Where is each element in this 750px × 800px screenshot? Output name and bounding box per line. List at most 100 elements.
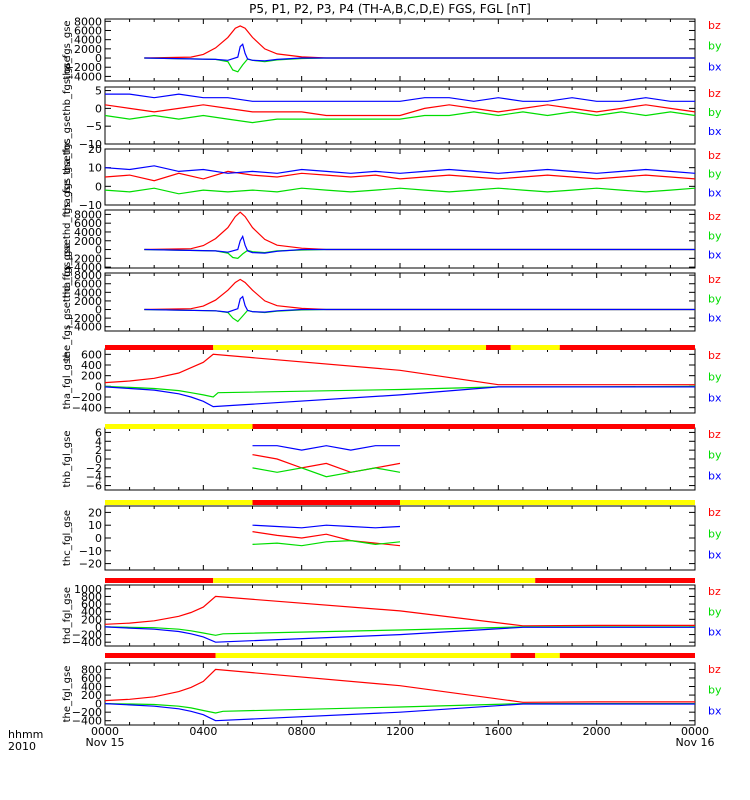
- time-tick-labels: 0000 0400 0800 1200 1600 2000 0000: [91, 725, 709, 738]
- legend-by: by: [708, 370, 722, 383]
- date-label-right: Nov 16: [676, 736, 715, 749]
- time-axis: hhmm 2010 Nov 15 Nov 16 0000 0400 0800 1200…: [8, 725, 714, 753]
- y-tick-label: 0: [95, 102, 102, 115]
- y-axis-label: tha_fgs_gse: [62, 20, 73, 79]
- legend-bz: bz: [708, 19, 721, 32]
- y-tick-label: 400: [81, 606, 102, 619]
- mode-bar-2: [105, 500, 695, 505]
- legend-bx: bx: [708, 186, 722, 199]
- legend-bx: bx: [708, 392, 722, 405]
- series-line-bx: [252, 524, 401, 529]
- time-row-label-year: 2010: [8, 740, 36, 753]
- series-line-bz: [144, 25, 695, 59]
- legend-bx: bx: [708, 125, 722, 138]
- mode-bar-segment: [252, 424, 695, 429]
- y-tick-label: 0: [95, 244, 102, 257]
- series-line-bx: [144, 295, 695, 313]
- y-tick-label: −10: [79, 199, 102, 212]
- y-tick-label: −10: [79, 545, 102, 558]
- y-tick-label: −400: [72, 402, 102, 415]
- series-line-bz: [104, 668, 695, 703]
- series-line-bz: [252, 531, 401, 547]
- y-tick-label: 600: [81, 672, 102, 685]
- series-line-bx: [144, 234, 695, 254]
- y-tick-label: 0: [95, 621, 102, 634]
- series-line-bz: [144, 211, 695, 251]
- y-tick-label: 8000: [74, 15, 102, 28]
- series-line-bz: [104, 353, 695, 386]
- legend-bz: bz: [708, 273, 721, 286]
- legend-bx: bx: [708, 312, 722, 325]
- panel-frame: [104, 272, 696, 332]
- y-tick-label: −4000: [65, 261, 102, 274]
- panel-3: 80006000400020000−2000−4000tha_fgs_gseth…: [62, 180, 722, 299]
- series-line-bz: [104, 170, 696, 182]
- mode-bar-segment: [559, 345, 695, 350]
- legend-by: by: [708, 605, 722, 618]
- legend-by: by: [708, 527, 722, 540]
- y-tick-label: 6000: [74, 278, 102, 291]
- panel-2: 20 10 0 −10 tha_fgs_gsethc bz by bx: [62, 140, 722, 215]
- y-tick-label: 200: [81, 370, 102, 383]
- legend-by: by: [708, 106, 722, 119]
- y-tick-label: 800: [81, 663, 102, 676]
- y-tick-label: −2000: [65, 61, 102, 74]
- y-tick-label: −400: [72, 715, 102, 728]
- y-axis-label: thb_fgl_gse: [62, 431, 73, 488]
- legend-bz: bz: [708, 87, 721, 100]
- mode-bar-segment: [400, 500, 695, 505]
- series-line-bx: [104, 703, 695, 722]
- mode-bar-segment: [105, 424, 253, 429]
- panel-frame: [104, 662, 696, 726]
- y-tick-label: −200: [72, 629, 102, 642]
- y-tick-label: 800: [81, 590, 102, 603]
- legend-by: by: [708, 449, 722, 462]
- series-line-by: [252, 467, 401, 478]
- y-tick-label: 2000: [74, 43, 102, 56]
- mode-bar-segment: [486, 345, 511, 350]
- y-tick-label: 4: [95, 435, 102, 448]
- legend-bx: bx: [708, 249, 722, 262]
- y-tick-label: −4000: [65, 70, 102, 83]
- mode-bar-segment: [213, 578, 536, 583]
- y-tick-label: 400: [81, 359, 102, 372]
- legend-bz: bz: [708, 428, 721, 441]
- legend-bx: bx: [708, 469, 722, 482]
- legend-bx: bx: [708, 60, 722, 73]
- panel-frame: [104, 209, 696, 269]
- time-tick-label: 2000: [583, 725, 611, 738]
- mode-bar-segment: [105, 578, 214, 583]
- y-tick-label: 6: [95, 426, 102, 439]
- y-tick-label: −200: [72, 391, 102, 404]
- time-tick-label: 0000: [681, 725, 709, 738]
- mode-bar-segment: [213, 345, 487, 350]
- legend-by: by: [708, 168, 722, 181]
- series-line-bz: [252, 454, 401, 473]
- y-tick-label: 0: [95, 453, 102, 466]
- mode-bar-segment: [535, 578, 695, 583]
- time-tick-label: 0000: [91, 725, 119, 738]
- panel-4: 80006000400020000−2000−4000the_fgs_gseth…: [62, 243, 722, 362]
- series-line-by: [144, 248, 695, 259]
- y-tick-label: 1000: [74, 583, 102, 596]
- y-tick-label: 200: [81, 689, 102, 702]
- y-tick-label: 600: [81, 348, 102, 361]
- y-tick-label: 4000: [74, 226, 102, 239]
- legend-bz: bz: [708, 506, 721, 519]
- time-tick-label: 1200: [386, 725, 414, 738]
- series-line-bx: [252, 445, 400, 451]
- y-tick-label: −20: [79, 558, 102, 571]
- y-tick-label: −2000: [65, 312, 102, 325]
- y-axis-label: tha_fgs_gsethc: [62, 140, 73, 215]
- legend-by: by: [708, 40, 722, 53]
- y-tick-label: 6000: [74, 217, 102, 230]
- y-axis-label: tha_fgl_gse: [62, 353, 73, 410]
